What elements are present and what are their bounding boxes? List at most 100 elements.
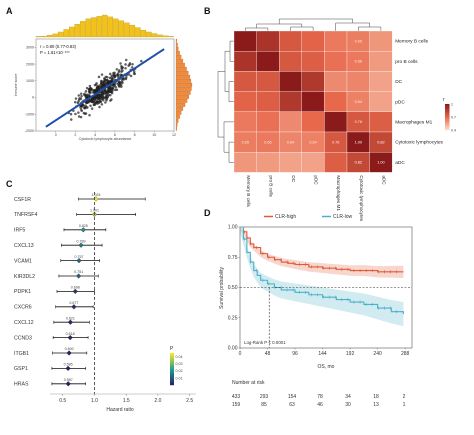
scatter-point xyxy=(101,92,104,95)
scatter-point xyxy=(82,111,86,115)
right-hist-bar xyxy=(175,78,192,83)
x-tick-label: 288 xyxy=(401,351,410,357)
heatmap-cell xyxy=(301,91,325,112)
right-hist-bar xyxy=(175,118,179,123)
legend-swatch xyxy=(445,127,450,129)
right-hist-bar xyxy=(175,82,193,87)
heatmap-cell xyxy=(324,152,348,173)
scatter-point xyxy=(106,95,110,99)
top-hist-bar xyxy=(113,18,119,38)
panel-d-median-lines xyxy=(240,287,412,348)
scatter-point xyxy=(117,70,121,74)
forest-hr-marker xyxy=(67,334,73,341)
legend-swatch xyxy=(170,378,174,381)
scatter-point xyxy=(119,81,122,85)
heatmap-column-label: aDC xyxy=(381,175,386,185)
legend-swatch xyxy=(170,367,174,370)
scatter-point xyxy=(113,88,117,92)
x-tick-label: 0 xyxy=(55,133,57,137)
heatmap-cell xyxy=(279,111,302,133)
panel-d-xlabel: OS, mo xyxy=(318,364,335,370)
legend-entry: CLR-high xyxy=(275,214,296,220)
right-hist-bar xyxy=(175,102,186,107)
panel-a-right-histogram xyxy=(175,38,193,131)
risk-high-count: 18 xyxy=(373,394,379,400)
scatter-point xyxy=(133,72,136,76)
scatter-point xyxy=(80,94,83,98)
x-tick-label: 144 xyxy=(318,351,327,357)
top-hist-bar xyxy=(41,35,47,38)
top-hist-bar xyxy=(129,24,136,38)
heatmap-cell-value: 0.64 xyxy=(309,140,316,144)
heatmap-cell xyxy=(324,91,348,112)
heatmap-column-label: Macrophages M1 xyxy=(336,175,341,211)
top-hist-bar xyxy=(135,27,141,38)
risk-high-count: 78 xyxy=(317,394,323,400)
scatter-point xyxy=(97,75,101,79)
right-hist-bar xyxy=(175,90,191,95)
heatmap-cell-value: 0.76 xyxy=(355,120,362,124)
heatmap-cell xyxy=(346,71,370,92)
legend-swatch xyxy=(170,383,174,386)
y-tick-label: 0 xyxy=(32,96,34,100)
heatmap-cell xyxy=(369,30,393,52)
scatter-point xyxy=(70,118,73,121)
y-tick-label: 1.00 xyxy=(228,225,238,231)
scatter-point xyxy=(110,91,114,95)
legend-swatch xyxy=(170,362,174,365)
heatmap-cell xyxy=(256,71,280,92)
x-tick-label: 0.5 xyxy=(59,398,66,404)
heatmap-cell xyxy=(279,71,302,92)
heatmap-row-label: Macrophages M1 xyxy=(395,120,432,126)
scatter-point xyxy=(98,84,101,87)
heatmap-cell xyxy=(369,71,393,92)
legend-swatch xyxy=(445,113,450,115)
forest-hr-marker xyxy=(65,381,71,387)
x-tick-label: 240 xyxy=(373,351,382,357)
heatmap-row-label: pDC xyxy=(395,99,405,105)
y-tick-label: 0.00 xyxy=(228,346,238,352)
panel-d-y-ticks: 0.00 0.25 0.50 0.75 1.00 xyxy=(228,225,240,352)
right-hist-bar xyxy=(175,58,184,63)
top-hist-bar xyxy=(52,33,58,38)
scatter-point xyxy=(84,112,88,115)
heatmap-cell xyxy=(279,152,302,173)
forest-hr-value: 0.825 xyxy=(79,224,88,228)
heatmap-cell xyxy=(301,111,325,133)
legend-swatch xyxy=(445,128,450,131)
scatter-point xyxy=(97,101,101,105)
legend-tick-label: 0.04 xyxy=(176,355,183,359)
forest-hr-value: 0.677 xyxy=(69,301,78,305)
scatter-point xyxy=(124,77,128,81)
panel-d-logrank: Log-Rank P < 0.0001 xyxy=(244,340,286,345)
heatmap-cell-value: 0.64 xyxy=(287,140,294,144)
right-hist-bar xyxy=(175,50,180,55)
scatter-point xyxy=(93,103,97,106)
panel-a-y-ticks: -2000 -1000 0 1000 2000 3000 xyxy=(25,46,36,133)
scatter-point xyxy=(119,62,122,65)
risk-high-count: 34 xyxy=(345,394,351,400)
x-tick-label: 192 xyxy=(346,351,355,357)
top-hist-bar xyxy=(140,29,147,38)
right-hist-bar xyxy=(175,94,190,99)
heatmap-row-label: Cytotoxic lymphocytes xyxy=(395,140,443,146)
heatmap-cell xyxy=(256,111,280,133)
scatter-point xyxy=(93,90,96,94)
right-hist-bar xyxy=(175,98,188,103)
forest-hr-marker xyxy=(80,227,86,233)
y-tick-label: 0.50 xyxy=(228,285,238,291)
top-hist-bar xyxy=(146,31,152,38)
right-hist-bar xyxy=(175,110,182,115)
scatter-point xyxy=(99,93,102,97)
right-hist-bar xyxy=(175,70,189,75)
legend-tick-label: 0.02 xyxy=(176,369,183,373)
heatmap-cell xyxy=(233,30,257,52)
scatter-point xyxy=(109,72,112,76)
top-hist-bar xyxy=(151,33,158,38)
legend-swatch xyxy=(170,369,174,371)
heatmap-cell-value: 1.00 xyxy=(377,161,384,165)
panel-c-xlabel: Hazard ratio xyxy=(106,407,133,413)
scatter-point xyxy=(108,76,112,80)
legend-swatch xyxy=(170,353,174,355)
